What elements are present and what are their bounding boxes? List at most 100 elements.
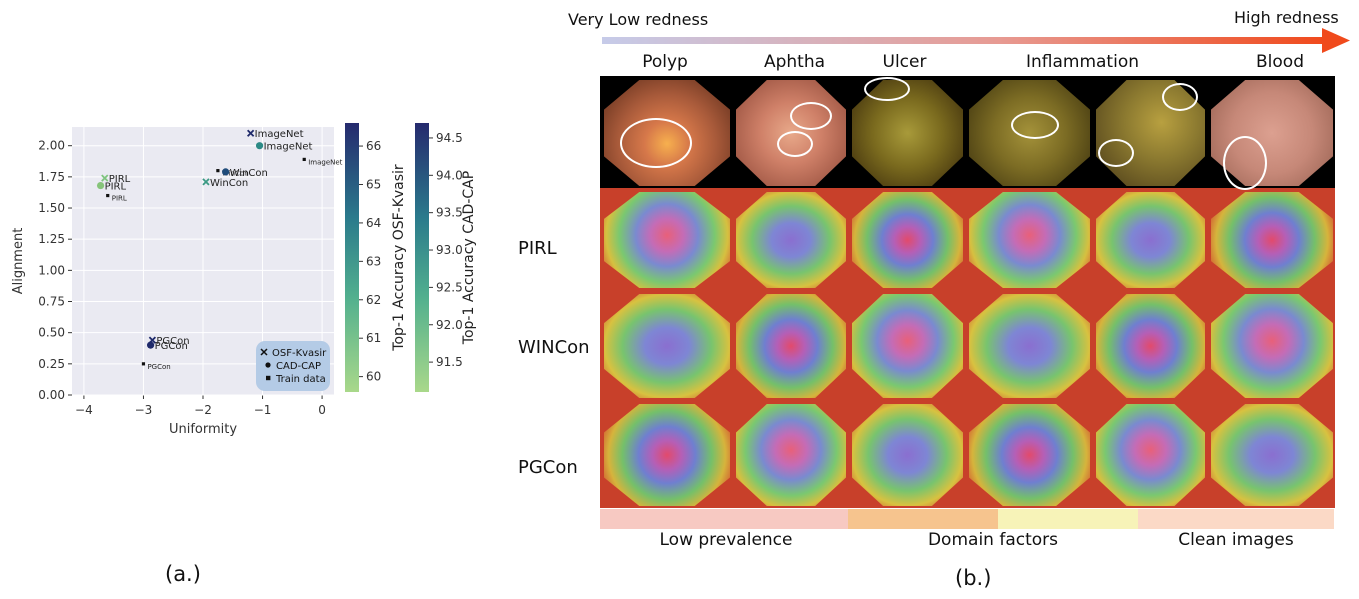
- image-content: [1096, 404, 1205, 506]
- data-point-cad-cap: [147, 341, 155, 349]
- legend-entry: OSF-Kvasir: [272, 348, 327, 359]
- attention-heatmap-image: [600, 400, 732, 508]
- x-tick-label: −4: [75, 403, 93, 417]
- attention-heatmap-image: [1207, 400, 1335, 508]
- data-point-label: PGCon: [147, 363, 170, 371]
- image-content: [1211, 192, 1333, 288]
- y-tick-label: 0.00: [38, 388, 65, 402]
- colorbar-tick-label: 93.0: [436, 243, 463, 257]
- colorbar-tick-label: 94.0: [436, 168, 463, 182]
- lesion-highlight-ellipse: [790, 102, 832, 130]
- attention-heatmap-image: [848, 290, 965, 400]
- x-tick-label: −3: [135, 403, 153, 417]
- row-label-pirl: PIRL: [518, 238, 557, 259]
- colorbar-1: [415, 123, 429, 392]
- data-point-label: PGCon: [156, 336, 189, 347]
- column-label-aphtha: Aphtha: [763, 52, 826, 72]
- data-point-label: WinCon: [210, 178, 248, 189]
- group-label-domain-factors: Domain factors: [927, 530, 1059, 550]
- image-content: [1096, 192, 1205, 288]
- image-content: [969, 404, 1090, 506]
- colorbar-tick-label: 93.5: [436, 206, 463, 220]
- data-point-osf-kvasir: [246, 129, 255, 137]
- colorbar-tick-label: 92.5: [436, 280, 463, 294]
- image-content: [852, 404, 963, 506]
- column-label-blood: Blood: [1256, 52, 1304, 72]
- attention-heatmap-image: [848, 188, 965, 290]
- attention-heatmap-image: [732, 188, 848, 290]
- y-tick-label: 0.75: [38, 295, 65, 309]
- colorbar-tick-label: 61: [366, 331, 381, 345]
- column-label-ulcer: Ulcer: [882, 52, 927, 72]
- attention-heatmap-image: [965, 400, 1092, 508]
- data-point-label: PIRL: [105, 182, 127, 193]
- image-content: [852, 294, 963, 398]
- lesion-highlight-ellipse: [620, 118, 692, 168]
- attention-heatmap-image: [1207, 188, 1335, 290]
- attention-heatmap-image: [600, 188, 732, 290]
- data-point-osf-kvasir: [202, 178, 210, 186]
- image-content: [604, 192, 730, 288]
- image-content: [1211, 404, 1333, 506]
- data-point-cad-cap: [255, 142, 264, 150]
- colorbar-tick-label: 64: [366, 216, 381, 230]
- x-axis-label: Uniformity: [169, 422, 237, 437]
- lesion-highlight-ellipse: [1098, 139, 1134, 167]
- y-tick-label: 1.50: [38, 201, 65, 215]
- group-label-low-prevalence: Low prevalence: [659, 530, 793, 550]
- column-label-polyp: Polyp: [642, 52, 688, 72]
- attention-heatmap-image: [732, 400, 848, 508]
- attention-heatmap-image: [965, 188, 1092, 290]
- lesion-highlight-ellipse: [1011, 111, 1059, 139]
- image-content: [852, 192, 963, 288]
- x-tick-label: −2: [194, 403, 212, 417]
- lesion-highlight-ellipse: [864, 77, 910, 101]
- colorbar-label: Top-1 Accuracy CAD-CAP: [461, 171, 477, 345]
- colorbar-tick-label: 66: [366, 139, 381, 153]
- colorbar-tick-label: 91.5: [436, 355, 463, 369]
- attention-heatmap-image: [848, 400, 965, 508]
- lesion-highlight-ellipse: [777, 131, 813, 157]
- caption-b: (b.): [955, 566, 992, 590]
- legend-marker-train-data: [266, 375, 271, 381]
- y-tick-label: 0.50: [38, 326, 65, 340]
- colorbar-tick-label: 65: [366, 177, 381, 191]
- group-bar-clean-images: [1138, 509, 1334, 529]
- data-point-label: WinCon: [222, 170, 249, 178]
- scatter-chart: −4 −3 −2 −1 0 0.00 0.25 0.50 0.75 1.00 1.25 1.50 1.7…: [11, 123, 477, 437]
- data-point-osf-kvasir: [101, 174, 109, 182]
- legend-entry: Train data: [275, 374, 326, 385]
- y-axis-label: Alignment: [11, 228, 26, 295]
- attention-heatmap-image: [1092, 188, 1207, 290]
- y-tick-label: 0.25: [38, 357, 65, 371]
- data-point-label: ImageNet: [264, 142, 313, 153]
- image-content: [736, 192, 846, 288]
- data-point-train-data: [141, 362, 146, 366]
- group-bar-domain-factors-b: [998, 509, 1138, 529]
- image-content: [969, 192, 1090, 288]
- lesion-highlight-ellipse: [1162, 83, 1198, 111]
- data-point-label: ImageNet: [308, 158, 342, 166]
- image-content: [1096, 294, 1205, 398]
- lesion-highlight-ellipse: [1223, 136, 1267, 190]
- image-content: [736, 294, 846, 398]
- data-point-train-data: [106, 193, 110, 198]
- row-label-wincon: WINCon: [518, 337, 590, 358]
- data-point-label: PIRL: [109, 174, 131, 185]
- redness-low-label: Very Low redness: [568, 10, 709, 29]
- x-tick-label: −1: [254, 403, 272, 417]
- group-bar-domain-factors-a: [848, 509, 998, 529]
- y-tick-label: 1.00: [38, 263, 65, 277]
- data-point-cad-cap: [222, 168, 230, 176]
- attention-heatmap-image: [1092, 400, 1207, 508]
- colorbar-0: [345, 123, 359, 392]
- legend-marker-osf-kvasir: [260, 348, 268, 356]
- attention-heatmap-image: [965, 290, 1092, 400]
- data-point-train-data: [302, 157, 306, 162]
- colorbar-tick-label: 60: [366, 370, 381, 384]
- data-point-label: PIRL: [112, 195, 127, 203]
- data-point-cad-cap: [96, 181, 105, 190]
- attention-heatmap-image: [1092, 290, 1207, 400]
- y-tick-label: 1.25: [38, 232, 65, 246]
- colorbar-tick-label: 62: [366, 293, 381, 307]
